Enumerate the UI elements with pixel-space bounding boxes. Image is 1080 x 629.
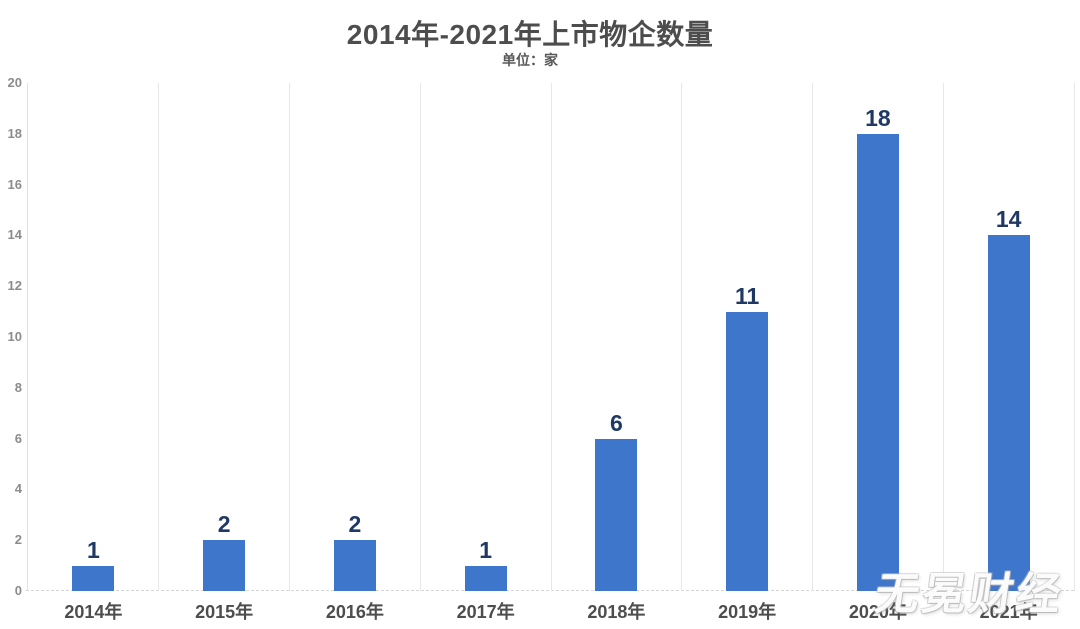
y-tick-label: 18 [7, 125, 22, 141]
x-tick-label: 2021年 [979, 602, 1038, 622]
bar-2017年 [464, 565, 507, 591]
vertical-gridline [1073, 83, 1075, 591]
vertical-gridline [681, 83, 683, 591]
vertical-gridline [942, 83, 944, 591]
y-tick-label: 16 [7, 176, 22, 192]
y-tick-label: 20 [7, 75, 22, 90]
vertical-gridline [550, 83, 552, 591]
bar-2020年 [856, 133, 899, 591]
y-tick-label: 2 [14, 532, 22, 548]
bar-2018年 [595, 438, 638, 591]
bar-2019年 [726, 311, 769, 591]
chart-subtitle: 单位：家 [502, 52, 558, 68]
bar-value-label: 1 [86, 536, 100, 563]
vertical-gridline [289, 83, 290, 591]
bar-value-label: 14 [995, 206, 1022, 233]
x-tick-label: 2019年 [718, 602, 777, 622]
y-tick-label: 6 [14, 430, 22, 446]
vertical-gridline [812, 83, 813, 591]
vertical-gridline [158, 83, 160, 591]
x-tick-label: 2017年 [456, 602, 515, 622]
x-tick-label: 2018年 [587, 602, 646, 622]
vertical-gridline [419, 83, 421, 591]
bar-2016年 [333, 540, 376, 591]
bar-value-label: 2 [348, 511, 362, 538]
bar-2015年 [203, 540, 246, 591]
bar-value-label: 2 [217, 511, 231, 538]
y-tick-label: 0 [14, 583, 22, 598]
plot-area: 0 2 4 6 8 10 12 14 16 18 20 1 2014年 2 2015年 2 2016年 1 2017… [8, 76, 1075, 622]
y-tick-label: 10 [7, 329, 22, 344]
bar-value-label: 6 [609, 409, 623, 436]
bar-2021年 [987, 235, 1030, 591]
x-tick-label: 2016年 [325, 602, 384, 622]
x-axis-baseline [26, 590, 1074, 591]
y-tick-label: 12 [7, 278, 22, 294]
y-tick-label: 14 [7, 227, 22, 243]
bar-2014年 [72, 565, 115, 591]
bar-value-label: 18 [865, 104, 891, 131]
x-tick-label: 2020年 [848, 602, 907, 622]
x-tick-label: 2014年 [64, 602, 123, 622]
bar-value-label: 11 [734, 282, 760, 309]
x-tick-label: 2015年 [195, 602, 254, 622]
bar-value-label: 1 [479, 536, 493, 563]
y-tick-label: 4 [14, 481, 22, 497]
chart-title: 2014年-2021年上市物企数量 [346, 19, 714, 50]
y-tick-label: 8 [14, 379, 22, 395]
